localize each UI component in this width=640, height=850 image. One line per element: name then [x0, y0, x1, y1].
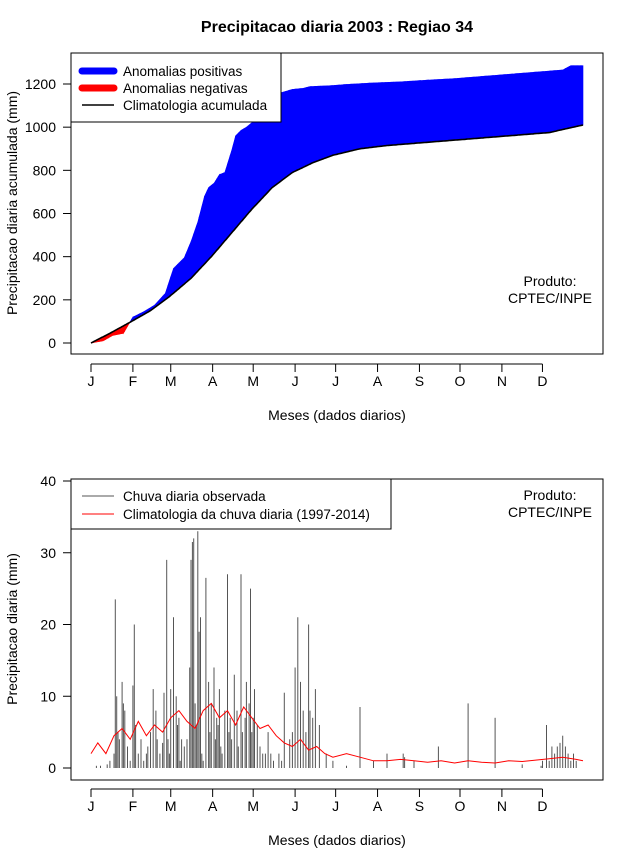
legend-label-negative: Anomalias negativas [123, 81, 248, 96]
x-tick-label: N [497, 798, 507, 814]
x-tick-label: D [537, 798, 547, 814]
x-tick-label: N [497, 373, 507, 389]
y-tick-label: 0 [48, 760, 56, 776]
y-tick-label: 10 [40, 688, 56, 704]
y-axis: 0 200 400 600 800 1000 1200 [25, 76, 72, 351]
x-tick-label: S [415, 798, 424, 814]
x-tick-label: M [247, 373, 259, 389]
x-tick-label: M [165, 798, 177, 814]
x-tick-label: J [292, 798, 299, 814]
y-axis-label: Precipitacao diaria acumulada (mm) [4, 91, 20, 315]
y-tick-label: 0 [48, 335, 56, 351]
daily-chart: 0 10 20 30 40 J F M A M J J A S O N D Precipitacao diar… [4, 473, 604, 848]
x-axis-label: Meses (dados diarios) [268, 407, 406, 423]
x-axis-label: Meses (dados diarios) [268, 832, 406, 848]
legend-label-positive: Anomalias positivas [123, 64, 243, 79]
producer-label: Produto: [524, 273, 577, 289]
x-tick-label: M [247, 798, 259, 814]
climatology-accumulated-line [90, 124, 584, 344]
producer-label: Produto: [524, 487, 577, 503]
x-tick-label: M [165, 373, 177, 389]
anomaly-fill-layer [90, 65, 584, 344]
legend-label-climatology: Climatologia da chuva diaria (1997-2014) [123, 507, 370, 522]
legend: Anomalias positivas Anomalias negativas … [70, 52, 282, 123]
x-tick-label: D [537, 373, 547, 389]
legend-label-climatology: Climatologia acumulada [123, 98, 268, 113]
daily-climatology-layer [90, 702, 584, 764]
x-tick-label: F [129, 373, 138, 389]
y-axis: 0 10 20 30 40 [40, 473, 72, 776]
anomaly-segment [581, 65, 584, 126]
producer-name: CPTEC/INPE [508, 290, 592, 306]
y-tick-label: 20 [40, 617, 56, 633]
y-tick-label: 400 [33, 249, 57, 265]
x-tick-label: A [208, 798, 218, 814]
accumulated-chart: 0 200 400 600 800 1000 1200 J F M A M J J A S O N D Preci… [4, 52, 604, 423]
y-tick-label: 1000 [25, 119, 56, 135]
x-tick-label: O [455, 373, 466, 389]
y-axis-label: Precipitacao diaria (mm) [4, 553, 20, 705]
chart-title: Precipitacao diaria 2003 : Regiao 34 [201, 19, 473, 36]
x-tick-label: A [208, 373, 218, 389]
daily-climatology-line [90, 702, 584, 764]
x-tick-label: J [88, 373, 95, 389]
x-tick-label: J [332, 798, 339, 814]
daily-bars-layer [95, 531, 577, 768]
y-tick-label: 800 [33, 162, 57, 178]
producer-name: CPTEC/INPE [508, 504, 592, 520]
legend-box [70, 478, 392, 530]
x-tick-label: A [373, 373, 383, 389]
y-tick-label: 200 [33, 292, 57, 308]
x-tick-label: A [373, 798, 383, 814]
x-tick-label: J [332, 373, 339, 389]
climatology-line-layer [90, 124, 584, 344]
y-tick-label: 40 [40, 473, 56, 489]
x-tick-label: J [292, 373, 299, 389]
x-tick-label: O [455, 798, 466, 814]
y-tick-label: 30 [40, 545, 56, 561]
x-tick-label: S [415, 373, 424, 389]
x-tick-label: J [88, 798, 95, 814]
x-tick-label: F [129, 798, 138, 814]
legend: Chuva diaria observada Climatologia da c… [70, 478, 392, 530]
y-tick-label: 600 [33, 206, 57, 222]
y-tick-label: 1200 [25, 76, 56, 92]
legend-label-observed: Chuva diaria observada [123, 489, 266, 504]
